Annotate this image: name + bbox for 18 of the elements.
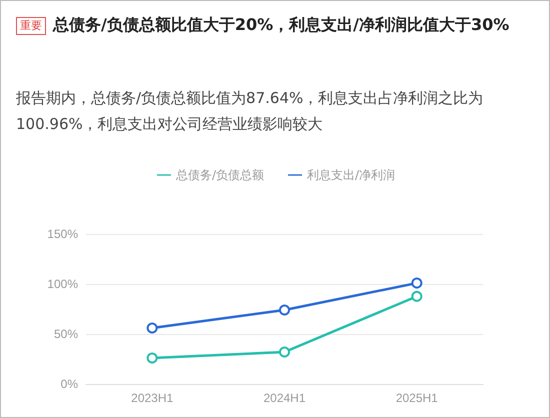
point <box>146 352 158 364</box>
legend-label: 总债务/负债总额 <box>174 168 264 182</box>
chart-title: 总债务/负债总额比值大于20%，利息支出/净利润比值大于30% <box>53 15 510 34</box>
text: 重要 <box>16 16 46 35</box>
y-tick-label: 50% <box>54 327 78 341</box>
point <box>279 346 290 358</box>
x-tick-label: 2024H1 <box>263 391 306 405</box>
point <box>411 278 422 289</box>
chart-subtitle: 报告期内，总债务/负债总额比值为87.64%，利息支出占净利润之比为100.96%，利息支出对公司经营业绩影响较大 <box>16 88 484 135</box>
point <box>279 304 290 316</box>
x-tick-label: 2025H1 <box>396 391 438 405</box>
legend-label: 利息支出/净利润 <box>307 168 396 182</box>
point <box>146 322 158 334</box>
point <box>411 290 422 302</box>
x-tick-label: 2023H1 <box>131 391 174 405</box>
y-tick-label: 150% <box>47 227 78 241</box>
y-tick-label: 0% <box>60 377 78 391</box>
y-tick-label: 100% <box>47 277 78 291</box>
